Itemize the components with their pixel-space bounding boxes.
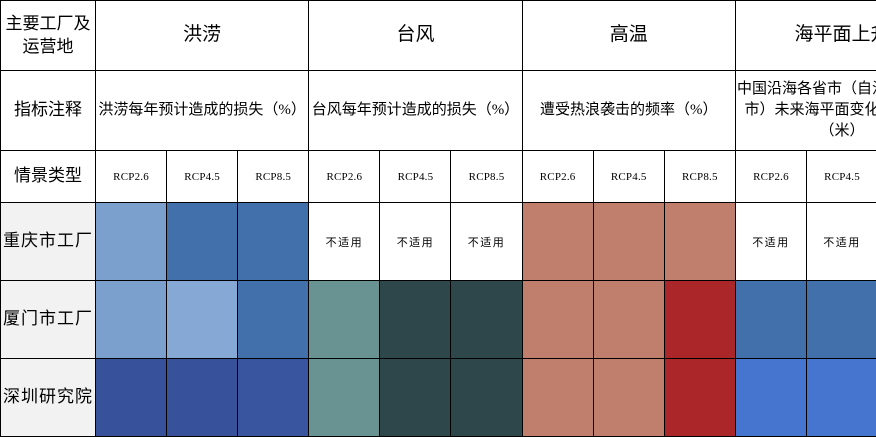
not-applicable-label: 不适用 <box>823 237 861 249</box>
site-label-chongqing: 重庆市工厂 <box>1 203 96 281</box>
indicator-note-heat: 遭受热浪袭击的频率（%） <box>522 71 735 151</box>
heat-cell <box>96 359 167 437</box>
table-row: 重庆市工厂 不适用 不适用 不适用 不适用 不适用 不适用 <box>1 203 876 281</box>
not-applicable-label: 不适用 <box>468 237 506 249</box>
scenario-slr-rcp45: RCP4.5 <box>806 151 876 203</box>
heat-cell: 不适用 <box>380 203 451 281</box>
table-row: 厦门市工厂 <box>1 281 876 359</box>
scenario-heat-rcp85: RCP8.5 <box>664 151 735 203</box>
indicator-note-typhoon: 台风每年预计造成的损失（%） <box>309 71 522 151</box>
heat-cell <box>451 281 522 359</box>
scenario-typhoon-rcp26: RCP2.6 <box>309 151 380 203</box>
not-applicable-label: 不适用 <box>326 237 364 249</box>
heat-cell <box>664 281 735 359</box>
heat-cell <box>167 359 238 437</box>
heat-cell <box>735 281 806 359</box>
scenario-typhoon-rcp85: RCP8.5 <box>451 151 522 203</box>
heat-cell: 不适用 <box>451 203 522 281</box>
hazard-header-row: 主要工厂及运营地 洪涝 台风 高温 海平面上升 森林火灾 <box>1 1 876 71</box>
heat-cell <box>522 281 593 359</box>
heat-cell <box>593 359 664 437</box>
table-row: 深圳研究院 <box>1 359 876 437</box>
hazard-header-typhoon: 台风 <box>309 1 522 71</box>
heat-cell <box>451 359 522 437</box>
indicator-note-row: 指标注释 洪涝每年预计造成的损失（%） 台风每年预计造成的损失（%） 遭受热浪袭… <box>1 71 876 151</box>
scenario-row-label: 情景类型 <box>1 151 96 203</box>
heat-cell <box>806 281 876 359</box>
scenario-slr-rcp26: RCP2.6 <box>735 151 806 203</box>
scenario-flood-rcp45: RCP4.5 <box>167 151 238 203</box>
indicator-note-sea-level-rise: 中国沿海各省市（自治区、直辖市）未来海平面变化的预测值（米） <box>735 71 876 151</box>
heat-cell: 不适用 <box>735 203 806 281</box>
hazard-header-sea-level-rise: 海平面上升 <box>735 1 876 71</box>
heat-cell <box>664 359 735 437</box>
not-applicable-label: 不适用 <box>752 237 790 249</box>
heat-cell <box>167 203 238 281</box>
heat-cell <box>309 281 380 359</box>
heat-cell <box>238 359 309 437</box>
heat-cell <box>593 281 664 359</box>
site-label-xiamen: 厦门市工厂 <box>1 281 96 359</box>
heat-cell <box>664 203 735 281</box>
scenario-typhoon-rcp45: RCP4.5 <box>380 151 451 203</box>
scenario-heat-rcp26: RCP2.6 <box>522 151 593 203</box>
heat-cell <box>522 203 593 281</box>
heat-cell <box>806 359 876 437</box>
scenario-header-row: 情景类型 RCP2.6 RCP4.5 RCP8.5 RCP2.6 RCP4.5 … <box>1 151 876 203</box>
heat-cell <box>238 281 309 359</box>
scenario-flood-rcp85: RCP8.5 <box>238 151 309 203</box>
heat-cell <box>522 359 593 437</box>
heat-cell <box>96 203 167 281</box>
heat-cell: 不适用 <box>309 203 380 281</box>
not-applicable-label: 不适用 <box>397 237 435 249</box>
indicator-note-label: 指标注释 <box>1 71 96 151</box>
indicator-note-flood: 洪涝每年预计造成的损失（%） <box>96 71 309 151</box>
heat-cell <box>96 281 167 359</box>
site-label-shenzhen: 深圳研究院 <box>1 359 96 437</box>
heat-cell <box>735 359 806 437</box>
heat-cell <box>238 203 309 281</box>
heat-cell <box>167 281 238 359</box>
corner-header-cell: 主要工厂及运营地 <box>1 1 96 71</box>
heat-cell: 不适用 <box>806 203 876 281</box>
scenario-heat-rcp45: RCP4.5 <box>593 151 664 203</box>
heat-cell <box>593 203 664 281</box>
scenario-flood-rcp26: RCP2.6 <box>96 151 167 203</box>
heat-cell <box>380 281 451 359</box>
heat-cell <box>380 359 451 437</box>
hazard-header-heat: 高温 <box>522 1 735 71</box>
heat-cell <box>309 359 380 437</box>
hazard-header-flood: 洪涝 <box>96 1 309 71</box>
